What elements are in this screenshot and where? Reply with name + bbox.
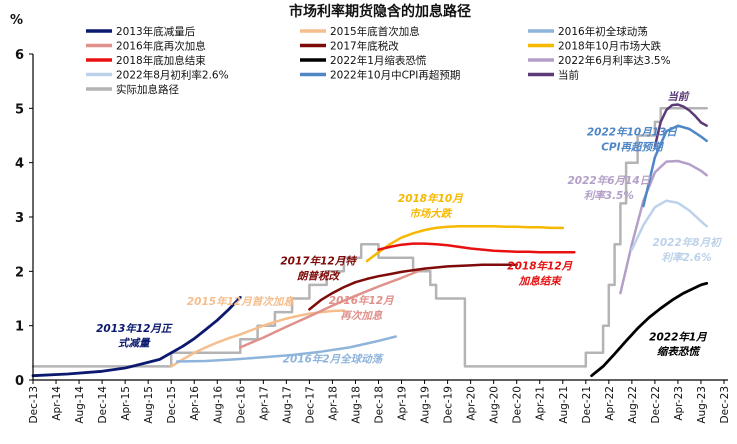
annotation-13: 缩表恐慌	[657, 345, 701, 358]
annotation-18: 2022年10月13日	[587, 126, 678, 139]
annotation-15: 利率3.5%	[584, 189, 634, 202]
annotation-2: 2015年12月首次加息	[187, 295, 294, 308]
x-tick-label-dec-21: Dec-21	[581, 386, 593, 423]
x-tick-label-dec-13: Dec-13	[28, 386, 40, 423]
axis-layer: 0 1 2 3 4 5 6 Dec-13 Apr-14 Aug-14 Dec-14 Apr-15 Aug…	[15, 48, 731, 424]
legend-label-8: 2022年6月利率达3.5%	[558, 54, 671, 67]
x-tick-label-aug-14: Aug-14	[74, 386, 86, 424]
x-tick-label-apr-21: Apr-21	[535, 386, 547, 421]
series-line-0	[31, 107, 708, 368]
series-line-9	[619, 159, 708, 295]
legend-label-4: 2017年底税改	[330, 40, 399, 53]
series-line-1	[31, 295, 242, 378]
series-line-10	[630, 199, 708, 251]
x-tick-label-aug-19: Aug-19	[420, 386, 432, 424]
legend-label-7: 2022年1月缩表恐慌	[330, 54, 427, 67]
legend-label-11: 当前	[558, 69, 579, 82]
x-tick-label-apr-19: Apr-19	[397, 386, 409, 421]
x-tick-label-dec-14: Dec-14	[97, 386, 109, 424]
annotation-10: 2018年12月	[507, 260, 572, 273]
legend-label-10: 2022年10月中CPI再超预期	[330, 69, 460, 82]
annotation-1: 式减量	[118, 336, 151, 349]
y-tick-label-1: 1	[15, 320, 24, 335]
y-tick-label-2: 2	[15, 265, 24, 280]
x-tick-label-apr-18: Apr-18	[327, 386, 339, 421]
x-tick-label-dec-18: Dec-18	[374, 386, 386, 423]
annotation-0: 2013年12月正	[96, 322, 173, 335]
annotation-11: 加息结束	[518, 274, 562, 287]
annotation-3: 2016年2月全球动荡	[283, 353, 385, 366]
x-tick-label-apr-20: Apr-20	[466, 386, 478, 421]
legend-label-0: 2013年底减量后	[116, 25, 195, 38]
legend-label-6: 2018年底加息结束	[116, 54, 206, 67]
legend-label-9: 2022年8月初利率2.6%	[116, 69, 229, 82]
y-tick-label-5: 5	[15, 102, 24, 117]
x-tick-label-dec-16: Dec-16	[235, 386, 247, 424]
y-axis-label: %	[10, 13, 23, 28]
series-layer	[31, 103, 709, 378]
annotation-17: 利率2.6%	[662, 251, 712, 264]
series-line-12	[653, 103, 708, 148]
x-tick-label-aug-17: Aug-17	[281, 386, 293, 424]
annotation-6: 2017年12月特	[280, 254, 357, 267]
annotation-12: 2022年1月	[649, 330, 707, 343]
y-tick-label-6: 6	[15, 48, 24, 63]
x-tick-label-apr-16: Apr-16	[189, 386, 201, 421]
x-tick-label-apr-23: Apr-23	[673, 386, 685, 421]
series-line-8	[590, 281, 709, 378]
y-tick-label-3: 3	[15, 211, 24, 226]
chart-title: 市场利率期货隐含的加息路径	[289, 3, 471, 20]
x-tick-label-apr-22: Apr-22	[604, 386, 616, 421]
series-line-11	[642, 124, 708, 208]
x-tick-label-aug-22: Aug-22	[627, 386, 639, 424]
x-tick-label-aug-18: Aug-18	[350, 386, 362, 424]
annotation-20: 当前	[667, 90, 690, 103]
x-tick-label-dec-22: Dec-22	[650, 386, 662, 423]
annotation-8: 2018年10月	[398, 192, 463, 205]
x-tick-label-dec-20: Dec-20	[512, 386, 524, 423]
annotation-7: 朗普税改	[297, 269, 340, 282]
x-tick-label-dec-23: Dec-23	[719, 386, 731, 423]
x-tick-label-aug-23: Aug-23	[696, 386, 708, 424]
x-tick-label-aug-16: Aug-16	[212, 386, 224, 424]
series-line-6	[365, 224, 565, 263]
annotation-9: 市场大跌	[409, 207, 452, 220]
legend-label-2: 2016年初全球动荡	[558, 25, 648, 38]
series-line-5	[308, 263, 518, 311]
annotation-5: 再次加息	[340, 309, 382, 322]
legend-label-12: 实际加息路径	[116, 83, 179, 96]
series-line-3	[175, 335, 398, 363]
annotation-4: 2016年12月	[329, 294, 394, 307]
x-tick-label-apr-17: Apr-17	[258, 386, 270, 421]
legend-label-5: 2018年10月市场大跌	[558, 40, 662, 53]
series-line-4	[239, 267, 426, 349]
legend-label-3: 2016年底再次加息	[116, 40, 206, 53]
annotation-16: 2022年8月初	[653, 236, 723, 249]
x-tick-label-aug-20: Aug-20	[489, 386, 501, 424]
x-tick-label-aug-21: Aug-21	[558, 386, 570, 424]
series-line-7	[377, 242, 576, 254]
x-tick-label-dec-19: Dec-19	[443, 386, 455, 423]
x-tick-label-apr-14: Apr-14	[51, 386, 63, 421]
x-tick-label-apr-15: Apr-15	[120, 386, 132, 421]
x-tick-label-aug-15: Aug-15	[143, 386, 155, 424]
y-tick-label-4: 4	[15, 157, 24, 172]
annotation-19: CPI再超预期	[601, 141, 665, 154]
x-tick-label-dec-17: Dec-17	[304, 386, 316, 423]
x-tick-label-dec-15: Dec-15	[166, 386, 178, 423]
legend-label-1: 2015年底首次加息	[330, 25, 420, 38]
y-tick-label-0: 0	[15, 374, 24, 389]
annotation-14: 2022年6月14日	[568, 174, 652, 187]
